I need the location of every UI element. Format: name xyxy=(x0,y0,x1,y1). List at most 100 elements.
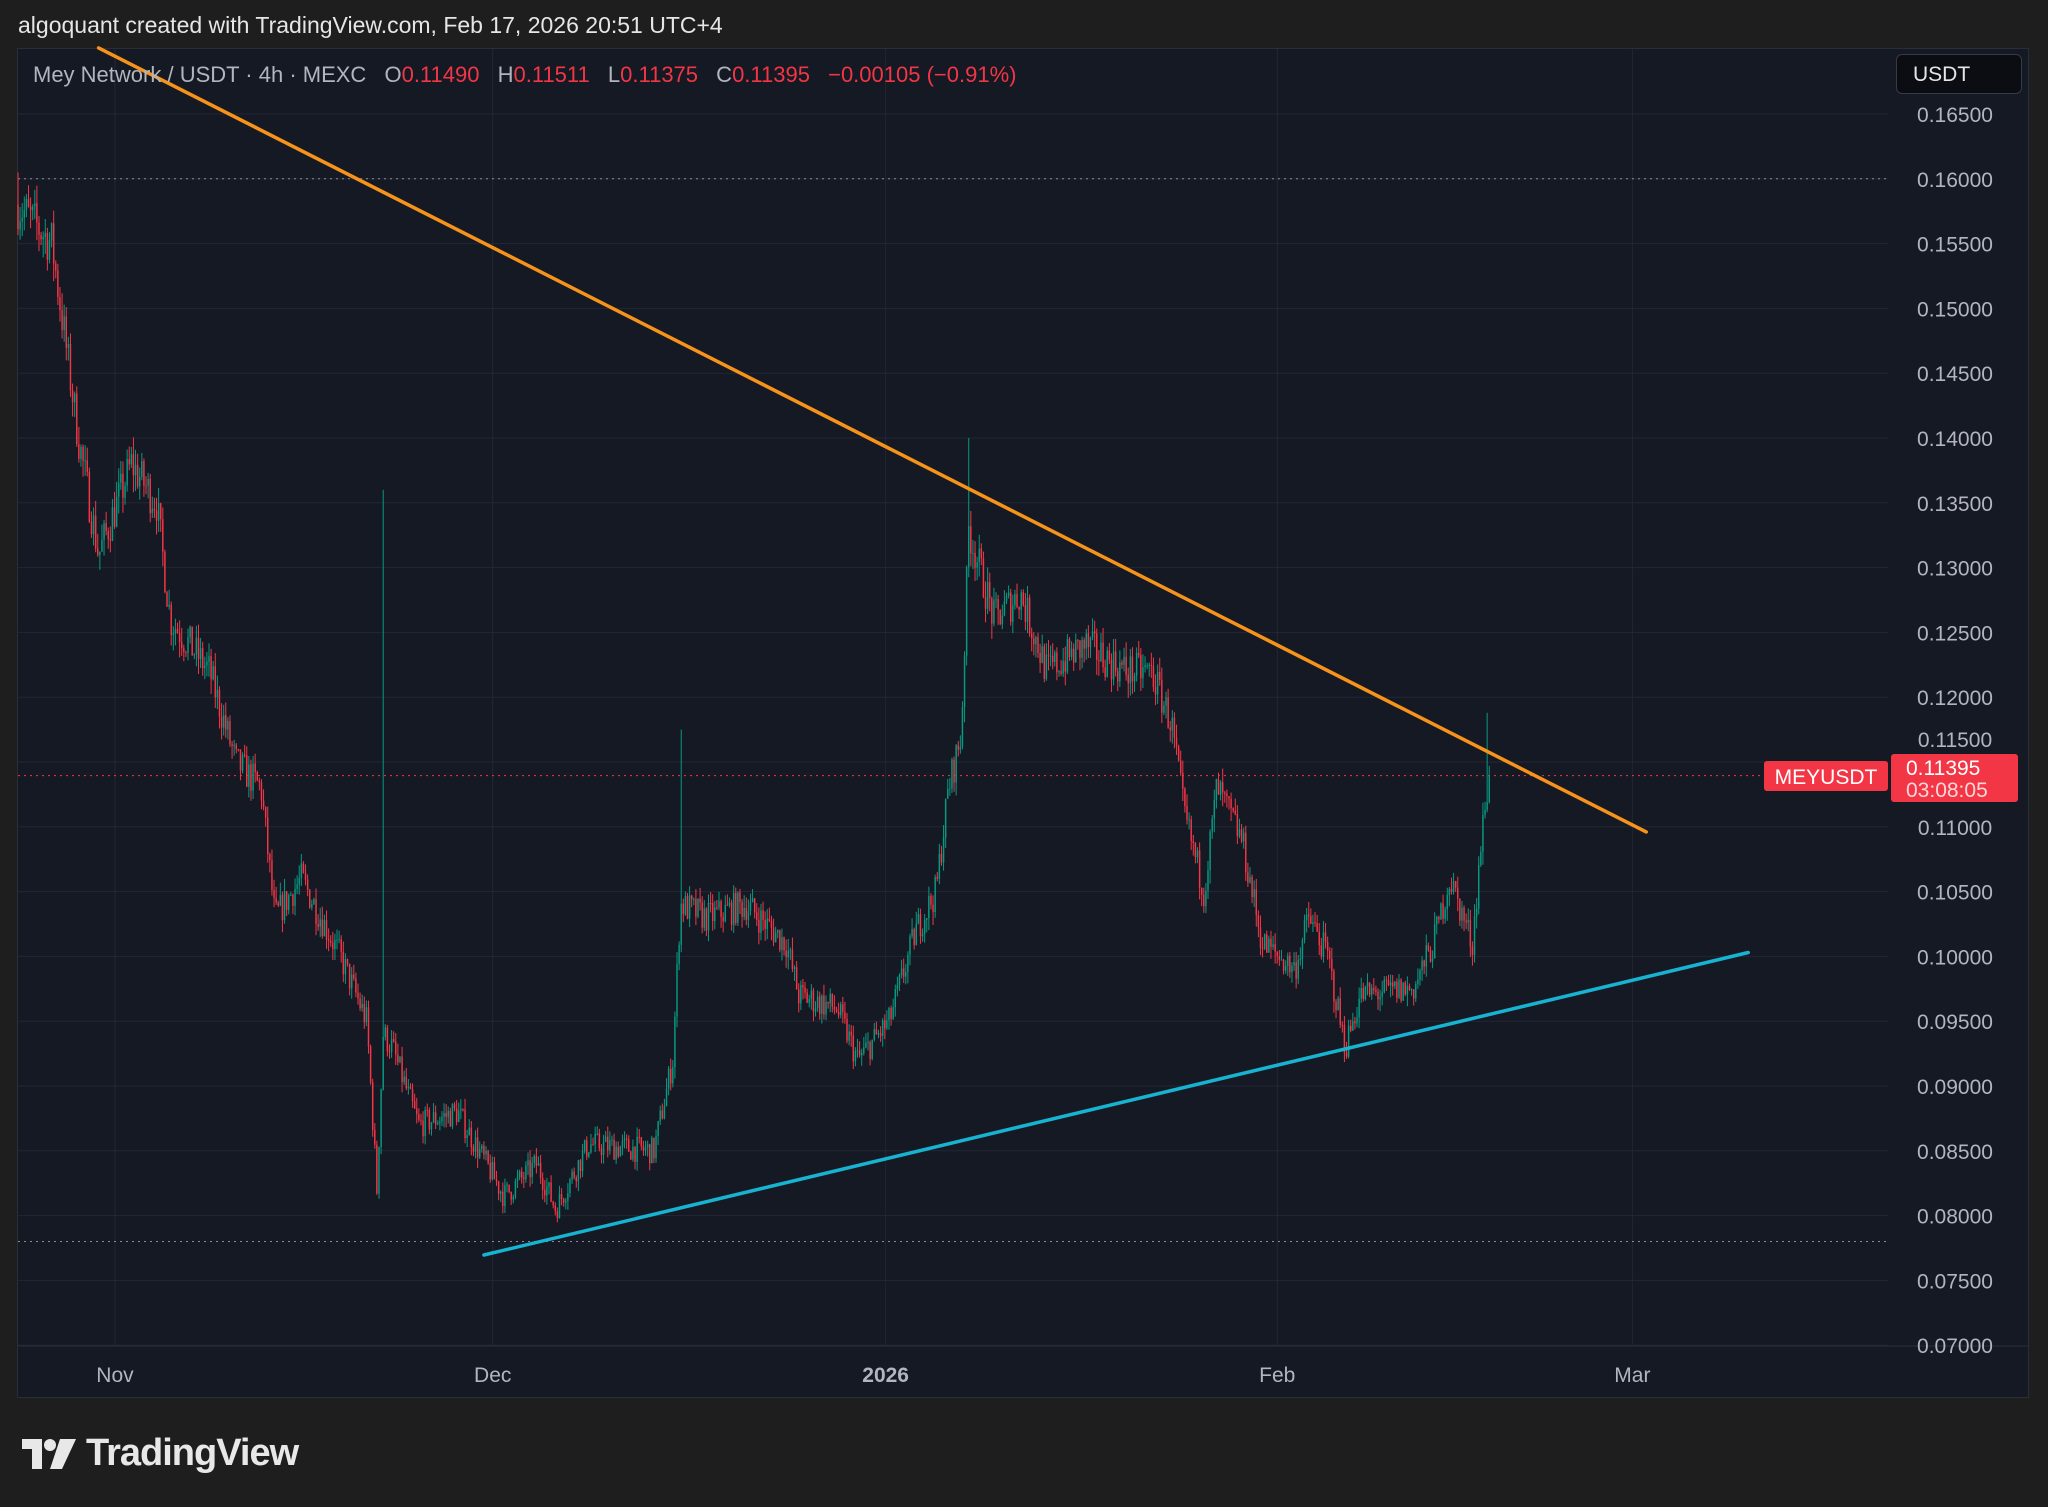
candle-body xyxy=(180,642,183,648)
candle-body xyxy=(1354,1021,1356,1024)
candle-body xyxy=(416,1108,418,1115)
candle-body xyxy=(646,1144,649,1148)
candle-body xyxy=(340,939,342,952)
candle-body xyxy=(1236,814,1239,837)
candle-body xyxy=(1018,606,1020,611)
candle-body xyxy=(1247,872,1249,883)
candle-body xyxy=(1049,655,1052,657)
candle-body xyxy=(281,895,284,921)
candle-body xyxy=(302,863,305,873)
candle-body xyxy=(1469,919,1472,947)
candle-body xyxy=(766,918,768,929)
candle-body xyxy=(1125,656,1127,676)
candle-body xyxy=(1047,654,1050,656)
candle-body xyxy=(313,899,315,905)
candle-body xyxy=(262,800,265,808)
candle-body xyxy=(386,1027,389,1052)
tradingview-logo-icon xyxy=(22,1438,76,1469)
candle-body xyxy=(544,1189,546,1196)
candle-body xyxy=(1253,889,1255,898)
candle-body xyxy=(361,1003,363,1009)
candle-body xyxy=(44,233,47,237)
candle-body xyxy=(722,916,724,922)
candle-body xyxy=(122,473,124,498)
candle-body xyxy=(1110,659,1113,680)
candle-body xyxy=(632,1146,634,1160)
chart-panel[interactable] xyxy=(17,48,2029,1398)
candle-body xyxy=(1142,667,1144,679)
candle-body xyxy=(399,1056,401,1063)
y-tick-label: 0.16500 xyxy=(1917,104,1993,127)
tradingview-logo[interactable]: TradingView xyxy=(22,1432,299,1475)
candle-body xyxy=(1463,907,1465,921)
candle-body xyxy=(235,744,238,749)
candle-body xyxy=(856,1050,859,1052)
candle-body xyxy=(426,1109,428,1111)
candle-body xyxy=(1389,982,1392,986)
candle-body xyxy=(648,1144,651,1164)
candle-body xyxy=(1415,984,1417,999)
candle-body xyxy=(1140,655,1142,679)
candle-body xyxy=(888,1008,890,1021)
candle-body xyxy=(854,1050,857,1062)
candle-body xyxy=(1436,916,1438,925)
candle-body xyxy=(1096,633,1098,660)
candle-body xyxy=(367,1007,370,1047)
candle-body xyxy=(489,1163,491,1180)
candle-body xyxy=(684,896,687,915)
candle-body xyxy=(470,1127,473,1148)
candle-body xyxy=(462,1109,464,1111)
candle-body xyxy=(1293,962,1295,966)
symbol-legend: Mey Network / USDT · 4h · MEXC O0.11490 … xyxy=(33,62,1016,88)
candle-body xyxy=(993,600,995,624)
horizontal-levels xyxy=(18,178,1888,1243)
candle-body xyxy=(833,1006,836,1010)
candle-body xyxy=(1058,671,1060,673)
candle-body xyxy=(1138,653,1140,656)
candle-body xyxy=(474,1137,477,1152)
candle-body xyxy=(134,464,137,476)
candle-body xyxy=(1098,659,1100,661)
candle-body xyxy=(848,1031,850,1041)
candle-body xyxy=(997,599,999,610)
candle-body xyxy=(439,1121,441,1124)
candle-body xyxy=(921,933,924,937)
candle-body xyxy=(363,1003,366,1023)
candle-body xyxy=(78,444,80,459)
candle-body xyxy=(795,967,798,990)
open-label: O xyxy=(384,62,402,87)
currency-button[interactable]: USDT xyxy=(1896,54,2022,94)
candle-body xyxy=(464,1109,466,1139)
candle-body xyxy=(453,1104,456,1109)
candle-body xyxy=(730,902,733,925)
candle-body xyxy=(579,1160,582,1171)
candle-body xyxy=(707,902,710,931)
candle-body xyxy=(441,1116,443,1122)
candle-body xyxy=(1079,640,1081,658)
candle-body xyxy=(422,1120,424,1137)
candle-body xyxy=(745,908,748,920)
candle-body xyxy=(871,1039,873,1059)
candle-body xyxy=(336,939,338,941)
candle-body xyxy=(115,496,118,527)
candle-body xyxy=(663,1106,666,1119)
candle-body xyxy=(693,899,695,901)
candle-body xyxy=(1322,932,1325,957)
candle-body xyxy=(1035,637,1037,645)
candle-body xyxy=(770,920,773,929)
candle-body xyxy=(424,1109,426,1137)
candle-body xyxy=(1009,592,1012,622)
candle-body xyxy=(1030,633,1033,639)
candle-body xyxy=(877,1033,880,1035)
candle-body xyxy=(94,515,97,549)
candle-body xyxy=(55,263,57,271)
candle-body xyxy=(798,989,800,1004)
candle-body xyxy=(300,863,303,878)
candle-body xyxy=(1196,850,1199,858)
candle-body xyxy=(288,895,290,911)
candle-body xyxy=(1358,998,1360,1018)
candle-body xyxy=(1014,594,1016,606)
candle-body xyxy=(873,1029,876,1040)
candle-body xyxy=(1121,662,1123,665)
